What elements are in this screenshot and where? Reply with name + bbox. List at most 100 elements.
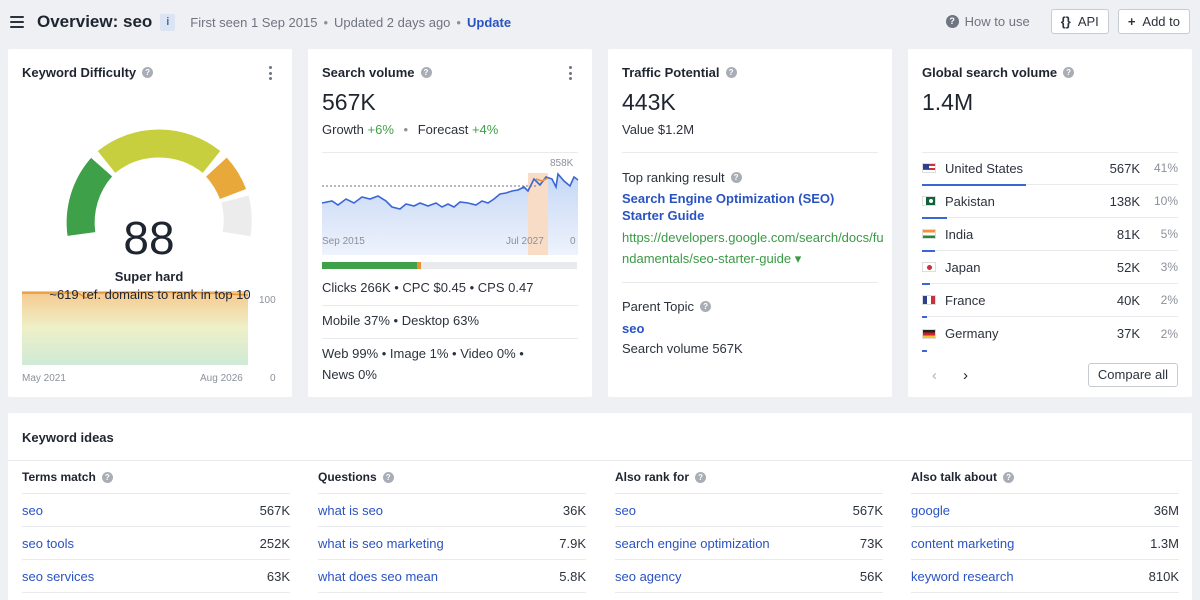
separator-dot: • xyxy=(323,14,329,30)
germany-flag-icon xyxy=(922,328,936,339)
search-volume-trend-chart xyxy=(321,172,579,255)
keyword-link[interactable]: seo xyxy=(22,502,43,518)
api-button[interactable]: {} API xyxy=(1050,9,1109,34)
top-result-label: Top ranking result? xyxy=(622,170,742,185)
help-icon[interactable]: ? xyxy=(730,172,742,183)
keyword-link[interactable]: search engine optimization xyxy=(615,535,770,551)
kd-axis-end: Aug 2026 xyxy=(200,373,243,384)
traffic-potential-card: Traffic Potential? 443K Value $1.2M Top … xyxy=(608,49,892,397)
keyword-link[interactable]: seo agency xyxy=(615,568,682,584)
country-name: Pakistan xyxy=(945,193,995,209)
keyword-link[interactable]: seo services xyxy=(22,568,95,584)
country-row-pakistan[interactable]: Pakistan 138K 10% xyxy=(922,185,1178,219)
keyword-link[interactable]: what does seo mean xyxy=(318,568,438,584)
country-name: France xyxy=(945,292,986,308)
france-flag-icon xyxy=(922,295,936,305)
tp-value: 443K xyxy=(622,89,676,115)
country-volume: 40K xyxy=(1116,292,1140,308)
help-icon[interactable]: ? xyxy=(725,67,737,78)
sv-line xyxy=(321,172,579,210)
sv-title: Search volume? xyxy=(322,65,432,80)
tp-value-usd: Value $1.2M xyxy=(622,122,695,137)
japan-flag-icon xyxy=(922,262,936,272)
menu-icon[interactable] xyxy=(10,16,24,28)
help-icon[interactable]: ? xyxy=(1063,67,1075,78)
help-icon[interactable]: ? xyxy=(1003,471,1015,483)
keyword-row: search engine optimization 73K xyxy=(615,527,883,560)
help-icon[interactable]: ? xyxy=(101,471,113,483)
country-row-france[interactable]: France 40K 2% xyxy=(922,284,1178,318)
update-link[interactable]: Update xyxy=(466,14,512,30)
help-icon[interactable]: ? xyxy=(700,301,712,312)
gauge-segment-empty xyxy=(221,195,252,237)
keyword-link[interactable]: what is seo xyxy=(318,502,384,518)
keyword-link[interactable]: keyword research xyxy=(911,568,1014,584)
keyword-volume: 7.9K xyxy=(559,535,586,551)
parent-topic-label: Parent Topic? xyxy=(622,299,712,314)
country-volume: 52K xyxy=(1116,259,1140,275)
country-row-japan[interactable]: Japan 52K 3% xyxy=(922,251,1178,285)
gsv-title-text: Global search volume xyxy=(922,65,1058,80)
help-icon[interactable]: ? xyxy=(420,67,432,78)
compare-all-button[interactable]: Compare all xyxy=(1087,363,1178,387)
sv-axis-end: Jul 2027 xyxy=(506,236,544,247)
help-icon[interactable]: ? xyxy=(142,67,154,78)
click-share-organic xyxy=(322,262,417,269)
keyword-row: seo tools 252K xyxy=(22,527,290,560)
device-row: Mobile 37% • Desktop 63% xyxy=(322,313,480,328)
add-to-button[interactable]: + Add to xyxy=(1117,9,1190,34)
keyword-link[interactable]: content marketing xyxy=(911,535,1015,551)
keyword-volume: 810K xyxy=(1148,568,1179,584)
more-options-icon[interactable] xyxy=(569,66,573,80)
sv-value: 567K xyxy=(322,89,376,115)
divider xyxy=(922,152,1178,153)
help-icon[interactable]: ? xyxy=(695,471,707,483)
help-icon: ? xyxy=(945,15,959,28)
updated-text: Updated 2 days ago xyxy=(334,14,451,30)
us-flag-icon xyxy=(922,163,936,173)
country-volume: 138K xyxy=(1109,193,1140,209)
gsv-value: 1.4M xyxy=(922,89,974,115)
keyword-row: seo 567K xyxy=(22,494,290,527)
info-icon[interactable]: i xyxy=(160,13,176,31)
country-row-us[interactable]: United States 567K 41% xyxy=(922,152,1178,186)
source-row-news: News 0% xyxy=(322,367,377,382)
top-result-url[interactable]: https://developers.google.com/search/doc… xyxy=(622,230,884,266)
keyword-row: keyword research 810K xyxy=(911,560,1179,593)
country-share-bar xyxy=(922,217,947,219)
keyword-row: what does seo mean 5.8K xyxy=(318,560,586,593)
more-options-icon[interactable] xyxy=(269,66,273,80)
next-page-icon[interactable]: › xyxy=(963,367,968,384)
keyword-link[interactable]: google xyxy=(911,502,951,518)
country-volume: 567K xyxy=(1109,160,1140,176)
top-result-link[interactable]: Search Engine Optimization (SEO) Starter… xyxy=(622,191,835,223)
country-name: Japan xyxy=(945,259,981,275)
country-row-india[interactable]: India 81K 5% xyxy=(922,218,1178,252)
keyword-link[interactable]: seo tools xyxy=(22,535,75,551)
global-search-volume-card: Global search volume? 1.4M United States… xyxy=(908,49,1192,397)
country-name: India xyxy=(945,226,974,242)
how-to-use-link[interactable]: ? How to use xyxy=(945,14,1030,29)
first-seen-text: First seen 1 Sep 2015 xyxy=(190,14,318,30)
add-to-label: Add to xyxy=(1142,14,1180,29)
keyword-link[interactable]: seo xyxy=(615,502,636,518)
header-actions: ? How to use {} API + Add to xyxy=(945,9,1190,34)
keyword-link[interactable]: what is seo marketing xyxy=(318,535,444,551)
column-heading-text: Questions xyxy=(318,470,377,484)
previous-page-icon[interactable]: ‹ xyxy=(932,367,937,384)
growth-value: +6% xyxy=(367,122,394,137)
gauge-segment-orange xyxy=(205,157,247,200)
keyword-volume: 36K xyxy=(562,502,586,518)
forecast-label: Forecast xyxy=(417,122,469,137)
kd-title-text: Keyword Difficulty xyxy=(22,65,137,80)
keyword-row: seo 567K xyxy=(615,494,883,527)
source-row: Web 99% • Image 1% • Video 0% • xyxy=(322,346,524,361)
parent-topic-link[interactable]: seo xyxy=(622,321,645,336)
country-share-bar xyxy=(922,316,927,318)
sv-axis-max: 858K xyxy=(550,158,574,169)
country-share-bar xyxy=(922,184,1026,186)
country-pager: ‹ › xyxy=(932,367,994,384)
kd-history-area xyxy=(22,291,248,365)
help-icon[interactable]: ? xyxy=(382,471,394,483)
country-row-germany[interactable]: Germany 37K 2% xyxy=(922,317,1178,352)
